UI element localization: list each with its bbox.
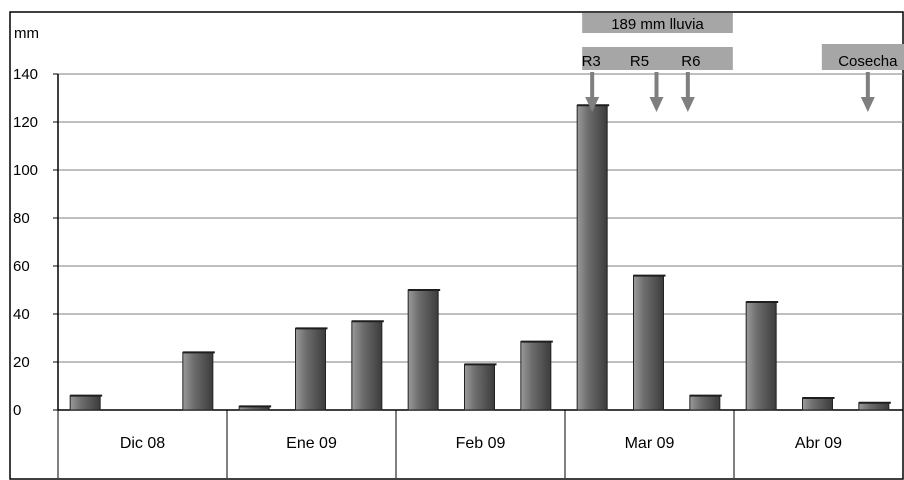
y-tick-label: 20 xyxy=(13,354,30,371)
y-tick-label: 100 xyxy=(13,162,38,179)
category-label: Feb 09 xyxy=(456,435,506,452)
y-tick-label: 0 xyxy=(13,402,21,419)
category-label: Dic 08 xyxy=(120,435,165,452)
bar xyxy=(576,104,608,411)
y-tick-label: 120 xyxy=(13,114,38,131)
stage-arrow-head xyxy=(649,97,664,112)
y-axis-label: mm xyxy=(14,25,39,42)
bars xyxy=(69,104,891,411)
bar xyxy=(745,301,777,411)
stages-box xyxy=(582,47,733,70)
bar xyxy=(802,397,833,411)
bar xyxy=(351,320,383,411)
cosecha-box xyxy=(821,44,904,70)
stage-arrow-head xyxy=(680,97,695,112)
stage-arrow-head xyxy=(585,97,600,112)
stage-label: Cosecha xyxy=(838,53,898,70)
bar xyxy=(633,275,664,411)
stage-label: R5 xyxy=(630,53,649,70)
rain-total-label: 189 mm lluvia xyxy=(611,16,704,33)
chart-frame xyxy=(9,11,904,480)
category-label: Abr 09 xyxy=(795,435,842,452)
category-axis: Dic 08 Ene 09 Feb 09 Mar 09 Abr 09 xyxy=(57,410,842,478)
stage-arrow-head xyxy=(860,97,875,112)
category-label: Mar 09 xyxy=(625,435,675,452)
bar xyxy=(520,341,552,411)
y-tick-label: 80 xyxy=(13,210,30,227)
bar xyxy=(295,327,326,411)
category-label: Ene 09 xyxy=(286,435,337,452)
bar xyxy=(464,363,495,411)
bar xyxy=(69,395,101,411)
bar xyxy=(858,402,890,411)
stage-label: R6 xyxy=(681,53,700,70)
bar xyxy=(689,395,721,411)
bar xyxy=(407,289,439,411)
bar xyxy=(182,351,214,411)
annotations: 189 mm lluvia R3 R5 R6 Cosecha xyxy=(582,13,904,112)
rain-total-box xyxy=(582,13,733,33)
y-tick-label: 60 xyxy=(13,258,30,275)
y-tick-label: 140 xyxy=(13,66,38,83)
stage-label: R3 xyxy=(582,53,601,70)
y-tick-label: 40 xyxy=(13,306,30,323)
y-tick-labels: 0 20 40 60 80 100 120 140 xyxy=(13,66,38,419)
